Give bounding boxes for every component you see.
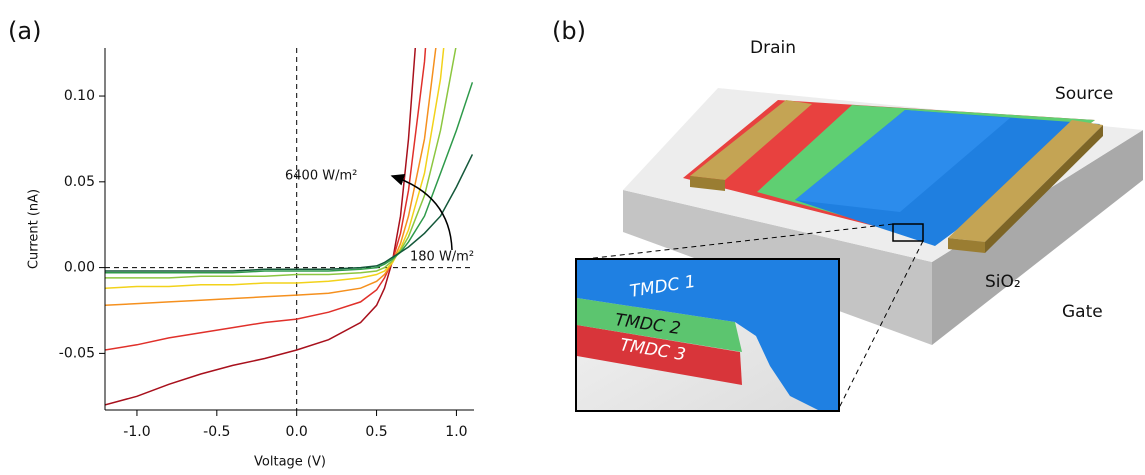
x-tick-label: 0.0	[286, 424, 308, 440]
label: Gate	[1062, 302, 1103, 322]
panel-label: (a)	[8, 17, 41, 45]
y-tick-label: -0.05	[59, 345, 95, 361]
device: TMDC 1 TMDC 2 TMDC 3	[576, 88, 1143, 411]
x-tick-label: -0.5	[203, 424, 230, 440]
label: SiO₂	[985, 272, 1021, 292]
panel-label: (b)	[552, 17, 586, 45]
y-tick-label: 0.10	[64, 88, 95, 104]
label: Drain	[750, 38, 796, 58]
x-axis-title: Voltage (V)	[254, 455, 326, 470]
page: (a) (b) Current (nA) Voltage (V) 6400 W/…	[0, 0, 1145, 475]
series-line	[105, 0, 441, 350]
y-tick-label: 0.05	[64, 174, 95, 190]
y-tick-label: 0.00	[64, 260, 95, 276]
x-tick-label: 0.5	[365, 424, 387, 440]
plot-area	[105, 0, 474, 410]
label: Source	[1055, 84, 1113, 104]
figure: (a) (b) Current (nA) Voltage (V) 6400 W/…	[0, 0, 1145, 471]
annotation: 180 W/m²	[410, 250, 474, 265]
annotation: 6400 W/m²	[285, 169, 357, 184]
x-tick-label: 1.0	[445, 424, 467, 440]
y-axis-title: Current (nA)	[27, 189, 42, 269]
series-line	[105, 0, 425, 405]
x-tick-label: -1.0	[123, 424, 150, 440]
